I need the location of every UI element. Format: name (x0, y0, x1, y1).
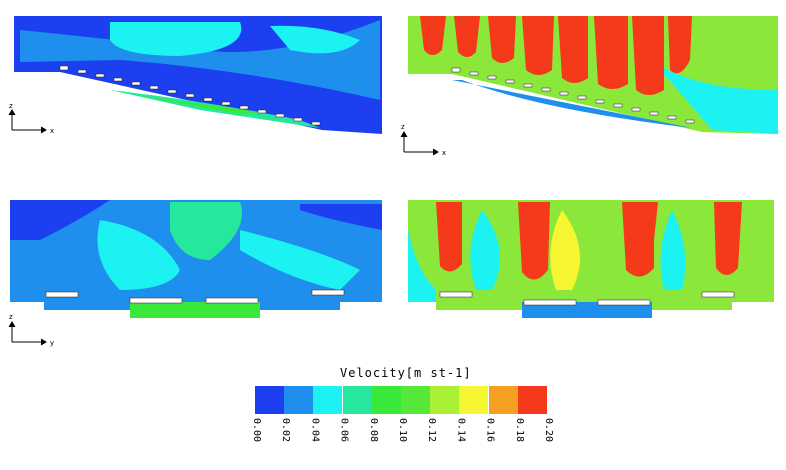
legend-tick-label: 0.14 (455, 418, 467, 443)
legend-swatch (401, 386, 430, 414)
legend-swatch (342, 386, 372, 414)
axis-indicator (8, 321, 47, 346)
legend-swatch (488, 386, 518, 414)
axis-label-y: y (50, 339, 54, 347)
axis-label-x: x (50, 127, 54, 135)
legend-title: Velocity[m st-1] (340, 366, 472, 380)
legend-tick-label: 0.02 (280, 418, 292, 443)
panel-bottom-right (408, 200, 774, 318)
legend-tick-label: 0.12 (426, 418, 438, 443)
legend-swatch (284, 386, 314, 414)
axis-indicator (400, 131, 439, 156)
legend-swatch (255, 386, 284, 414)
velocity-hotspots (436, 202, 742, 280)
panel-bottom-left: z y (8, 200, 382, 347)
legend-tick-label: 0.08 (367, 418, 379, 443)
legend-tick-label: 0.06 (338, 418, 350, 443)
legend-tick-label: 0.18 (513, 418, 525, 443)
legend-swatch (313, 386, 343, 414)
legend-swatch (371, 386, 401, 414)
axis-indicator (8, 109, 47, 134)
color-legend: Velocity[m st-1] 0.00 0.02 0.04 0.06 0.08 0.1… (251, 366, 554, 466)
legend-tick-label: 0.04 (309, 418, 321, 443)
legend-swatch (430, 386, 460, 414)
legend-tick-label: 0.10 (397, 418, 408, 443)
panel-top-left: z x (8, 16, 382, 135)
legend-tick-label: 0.00 (251, 418, 262, 443)
velocity-hotspots (420, 16, 692, 95)
axis-label-z: z (401, 123, 405, 131)
axis-label-x: x (442, 149, 446, 157)
legend-tick-label: 0.20 (543, 418, 554, 443)
legend-swatch (517, 386, 547, 414)
legend-swatch (459, 386, 489, 414)
axis-label-z: z (9, 313, 13, 321)
panel-top-right: z x (400, 16, 778, 157)
axis-label-z: z (9, 102, 13, 110)
legend-tick-label: 0.16 (484, 418, 496, 443)
